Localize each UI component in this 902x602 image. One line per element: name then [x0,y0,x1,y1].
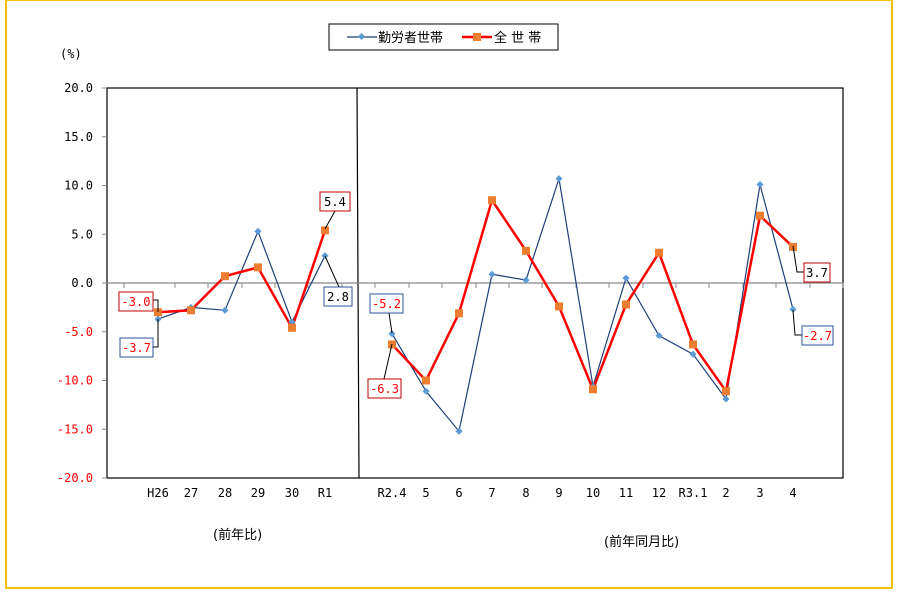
data-label: -5.2 [369,293,404,334]
series-line [157,229,326,324]
x-tick-label: 6 [455,486,462,500]
square-marker-icon [473,33,481,41]
group-label-monthly: (前年同月比) [604,534,679,550]
diamond-marker-icon [254,227,262,235]
svg-text:-3.0: -3.0 [122,295,151,309]
y-axis: 20.0 15.0 10.0 5.0 0.0 -5.0 -10.0 -15.0 -20.0 [57,81,843,485]
diamond-marker-icon [555,175,563,183]
data-label: -2.7 [792,309,834,346]
legend-item-workers: 勤労者世帯 [347,31,443,46]
x-tick-label: R1 [318,486,332,500]
data-labels: -3.0 -3.7 5.4 2.8 -5.2 -6.3 3.7 -2.7 [118,191,834,399]
svg-text:-3.7: -3.7 [122,341,151,355]
diamond-marker-icon [388,330,396,338]
x-axis: H26 27 28 29 30 R1 R2.4 5 6 7 8 9 10 11 12 R3.1 2 3 4 [123,283,844,500]
y-tick-label: 20.0 [64,81,93,95]
square-marker-icon [288,323,296,332]
x-tick-label: 4 [789,486,796,500]
y-axis-unit: (%) [60,47,82,61]
x-tick-label: R2.4 [378,486,407,500]
y-tick-label: -15.0 [57,422,93,436]
x-tick-label: 8 [522,486,529,500]
diamond-marker-icon [455,427,463,435]
diamond-marker-icon [756,180,764,189]
x-tick-label: 3 [756,486,763,500]
diamond-marker-icon [321,252,329,260]
x-tick-label: 7 [488,486,495,500]
square-marker-icon [422,376,430,385]
square-marker-icon [455,309,463,318]
diamond-marker-icon [789,305,797,313]
square-marker-icon [488,196,496,205]
y-tick-label: -5.0 [64,325,93,339]
data-label: 5.4 [319,191,351,230]
svg-text:-6.3: -6.3 [370,382,399,396]
data-label: -3.0 [118,291,159,312]
data-label: -3.7 [119,319,159,358]
x-tick-label: H26 [147,486,169,500]
svg-text:5.4: 5.4 [324,195,346,209]
y-tick-label: 10.0 [64,179,93,193]
y-tick-label: 5.0 [71,227,93,241]
y-tick-label: -10.0 [57,374,93,388]
square-marker-icon [756,211,764,220]
data-label: -6.3 [367,343,402,399]
legend-label-all: 全 世 帯 [494,30,541,46]
square-marker-icon [187,306,195,315]
x-tick-label: R3.1 [679,486,708,500]
y-tick-label: 0.0 [71,276,93,290]
square-marker-icon [254,263,262,272]
square-marker-icon [622,300,630,309]
group-label-annual: (前年比) [213,527,262,543]
diamond-marker-icon [689,350,697,358]
diamond-marker-icon [288,318,296,326]
diamond-marker-icon [357,32,366,41]
legend: 勤労者世帯 全 世 帯 [328,23,559,51]
diamond-marker-icon [522,276,530,284]
y-tick-label: 15.0 [64,130,93,144]
x-tick-label: 10 [586,486,600,500]
series-line [391,178,794,433]
svg-text:3.7: 3.7 [806,266,828,280]
x-tick-label: 2 [722,486,729,500]
x-tick-label: 5 [422,486,429,500]
square-marker-icon [321,226,329,235]
square-marker-icon [221,272,229,281]
square-marker-icon [589,385,597,394]
x-tick-label: 11 [619,486,633,500]
square-marker-icon [522,246,530,255]
square-marker-icon [555,302,563,311]
series-line [391,197,794,395]
square-marker-icon [154,308,162,317]
x-tick-label: 28 [218,486,232,500]
data-label: 2.8 [323,255,353,307]
diamond-marker-icon [422,387,430,395]
series-line [157,229,327,331]
data-label: 3.7 [792,245,831,283]
series-group [154,175,797,435]
svg-text:2.8: 2.8 [327,290,349,304]
svg-text:-5.2: -5.2 [372,297,401,311]
diamond-marker-icon [488,270,496,278]
x-tick-label: 29 [251,486,265,500]
diamond-marker-icon [221,306,229,314]
square-marker-icon [655,248,663,257]
x-tick-label: 30 [285,486,299,500]
y-tick-label: -20.0 [57,471,93,485]
x-tick-label: 12 [652,486,666,500]
diamond-marker-icon [722,395,730,403]
diamond-marker-icon [655,332,663,340]
x-tick-label: 9 [555,486,562,500]
chart-frame [5,0,893,589]
square-marker-icon [689,340,697,349]
x-tick-label: 27 [184,486,198,500]
diamond-marker-icon [622,274,630,282]
legend-item-all: 全 世 帯 [462,30,541,46]
square-marker-icon [722,387,730,396]
legend-label-workers: 勤労者世帯 [378,31,443,46]
svg-text:-2.7: -2.7 [803,329,832,343]
